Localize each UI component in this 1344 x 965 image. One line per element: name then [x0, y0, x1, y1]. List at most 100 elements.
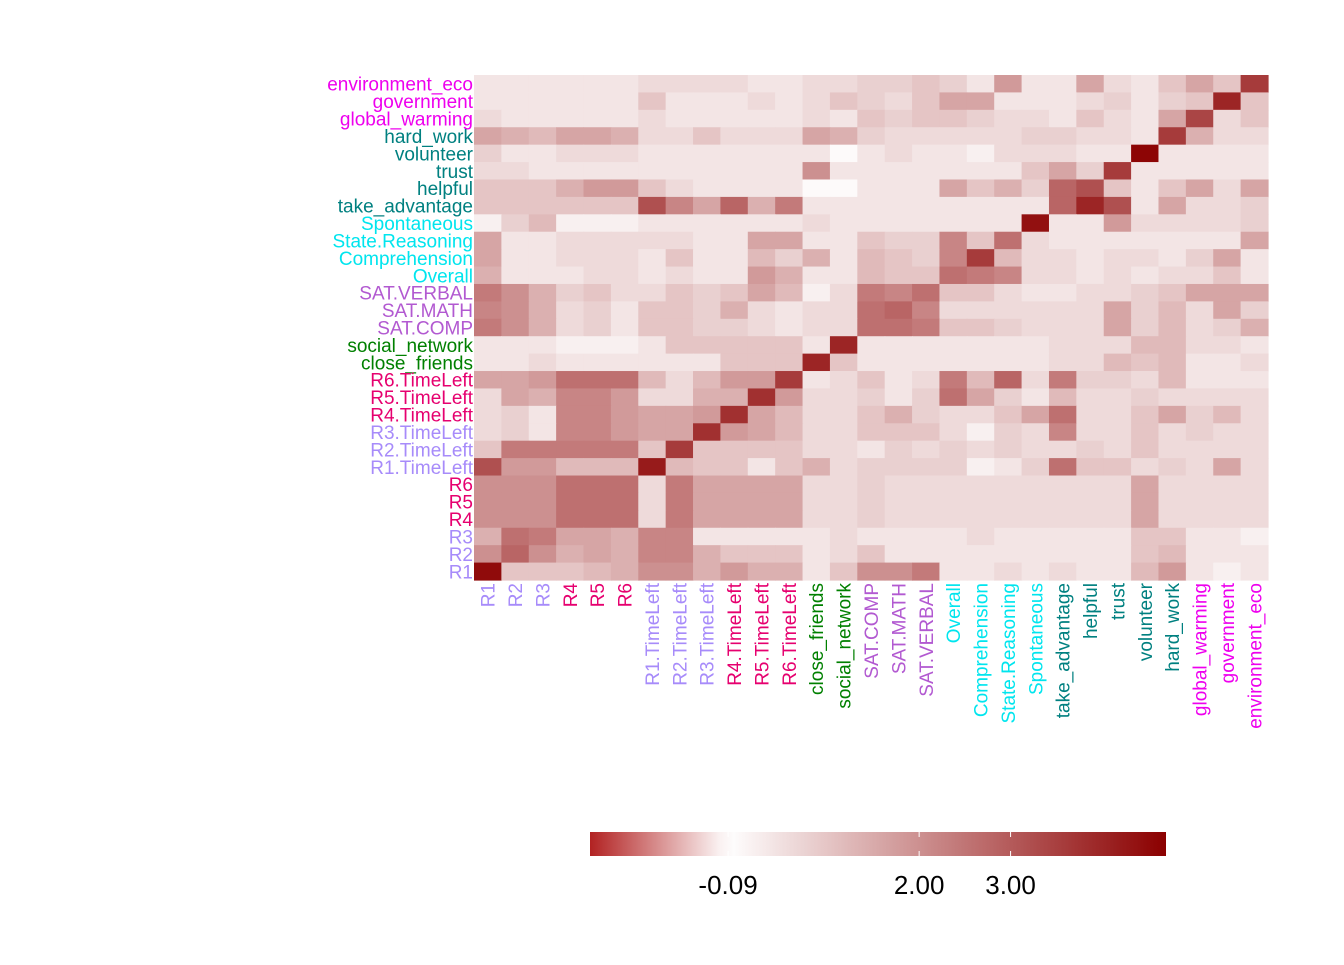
heatmap-cell	[747, 405, 776, 424]
y-tick-label: Spontaneous	[361, 214, 473, 235]
heatmap-cell	[775, 109, 804, 128]
heatmap-cell	[939, 440, 968, 459]
heatmap-cell	[857, 75, 886, 94]
heatmap-cell	[1021, 75, 1050, 94]
heatmap-cell	[1158, 440, 1187, 459]
heatmap-cell	[857, 405, 886, 424]
heatmap-cell	[1131, 109, 1160, 128]
heatmap-cell	[720, 475, 749, 494]
heatmap-cell	[583, 458, 612, 477]
heatmap-cell	[829, 318, 858, 337]
heatmap-cell	[474, 179, 502, 198]
heatmap-cell	[1240, 196, 1269, 215]
heatmap-cell	[857, 475, 886, 494]
heatmap-cell	[829, 144, 858, 163]
y-tick-label: volunteer	[395, 144, 474, 165]
heatmap-cell	[912, 475, 941, 494]
heatmap-cell	[1021, 405, 1050, 424]
heatmap-cell	[474, 196, 502, 215]
heatmap-cell	[1185, 266, 1214, 285]
heatmap-cell	[884, 510, 913, 529]
heatmap-cell	[775, 423, 804, 442]
heatmap-cell	[474, 162, 502, 181]
heatmap-cell	[1240, 301, 1269, 320]
heatmap-cell	[1021, 527, 1050, 546]
heatmap-cell	[1131, 231, 1160, 250]
heatmap-cell	[1185, 196, 1214, 215]
heatmap-cell	[1213, 510, 1242, 529]
heatmap-cell	[556, 318, 585, 337]
heatmap-cell	[939, 162, 968, 181]
heatmap-cell	[829, 196, 858, 215]
heatmap-cell	[994, 127, 1023, 146]
heatmap-cell	[994, 283, 1023, 302]
heatmap-cell	[474, 440, 502, 459]
y-tick-label: take_advantage	[338, 197, 473, 218]
heatmap-cell	[1158, 545, 1187, 564]
heatmap-cell	[802, 458, 831, 477]
heatmap-cell	[610, 162, 639, 181]
heatmap-cell	[1240, 545, 1269, 564]
heatmap-cell	[556, 249, 585, 268]
heatmap-cell	[802, 545, 831, 564]
heatmap-cell	[610, 562, 639, 581]
y-tick-label: R2	[449, 545, 473, 566]
heatmap-cell	[884, 388, 913, 407]
heatmap-cell	[966, 231, 995, 250]
heatmap-cell	[747, 336, 776, 355]
heatmap-cell	[1048, 318, 1077, 337]
heatmap-cell	[802, 266, 831, 285]
heatmap-cell	[638, 109, 667, 128]
heatmap-cell	[720, 92, 749, 111]
heatmap-cell	[556, 423, 585, 442]
heatmap-cell	[775, 266, 804, 285]
heatmap-cell	[939, 371, 968, 390]
heatmap-cell	[665, 283, 694, 302]
y-tick-label: R4	[449, 510, 474, 531]
heatmap-cell	[1021, 283, 1050, 302]
heatmap-cell	[829, 492, 858, 511]
heatmap-cell	[1131, 440, 1160, 459]
heatmap-cell	[1158, 127, 1187, 146]
y-tick-label: R5	[449, 493, 473, 514]
heatmap-cell	[720, 179, 749, 198]
heatmap-cell	[1103, 283, 1132, 302]
heatmap-cell	[474, 371, 502, 390]
heatmap-cell	[857, 214, 886, 233]
heatmap-cell	[1213, 405, 1242, 424]
heatmap-cell	[912, 440, 941, 459]
heatmap-cell	[1021, 301, 1050, 320]
heatmap-cell	[775, 353, 804, 372]
heatmap-cell	[1131, 92, 1160, 111]
heatmap-cell	[966, 545, 995, 564]
heatmap-cell	[1131, 527, 1160, 546]
heatmap-cell	[583, 388, 612, 407]
heatmap-cell	[1103, 562, 1132, 581]
y-tick-label: government	[373, 92, 474, 113]
x-tick-label: environment_eco	[1245, 583, 1266, 729]
heatmap-cell	[556, 127, 585, 146]
heatmap-cell	[501, 371, 530, 390]
heatmap-cell	[528, 231, 557, 250]
heatmap-cell	[583, 527, 612, 546]
heatmap-cell	[912, 266, 941, 285]
heatmap-cell	[474, 92, 502, 111]
heatmap-cell	[775, 475, 804, 494]
x-tick-label: R4	[561, 583, 582, 608]
heatmap-cell	[1048, 423, 1077, 442]
heatmap-cell	[747, 283, 776, 302]
heatmap-cell	[1158, 266, 1187, 285]
heatmap-cell	[939, 109, 968, 128]
heatmap-cell	[775, 545, 804, 564]
heatmap-cell	[1103, 109, 1132, 128]
heatmap-cell	[1103, 231, 1132, 250]
heatmap-cell	[556, 336, 585, 355]
heatmap-cell	[583, 371, 612, 390]
heatmap-cell	[1048, 109, 1077, 128]
heatmap-cell	[939, 231, 968, 250]
heatmap-cell	[775, 527, 804, 546]
heatmap-cell	[775, 75, 804, 94]
heatmap-cell	[1103, 388, 1132, 407]
heatmap-cell	[528, 196, 557, 215]
heatmap-cell	[966, 127, 995, 146]
